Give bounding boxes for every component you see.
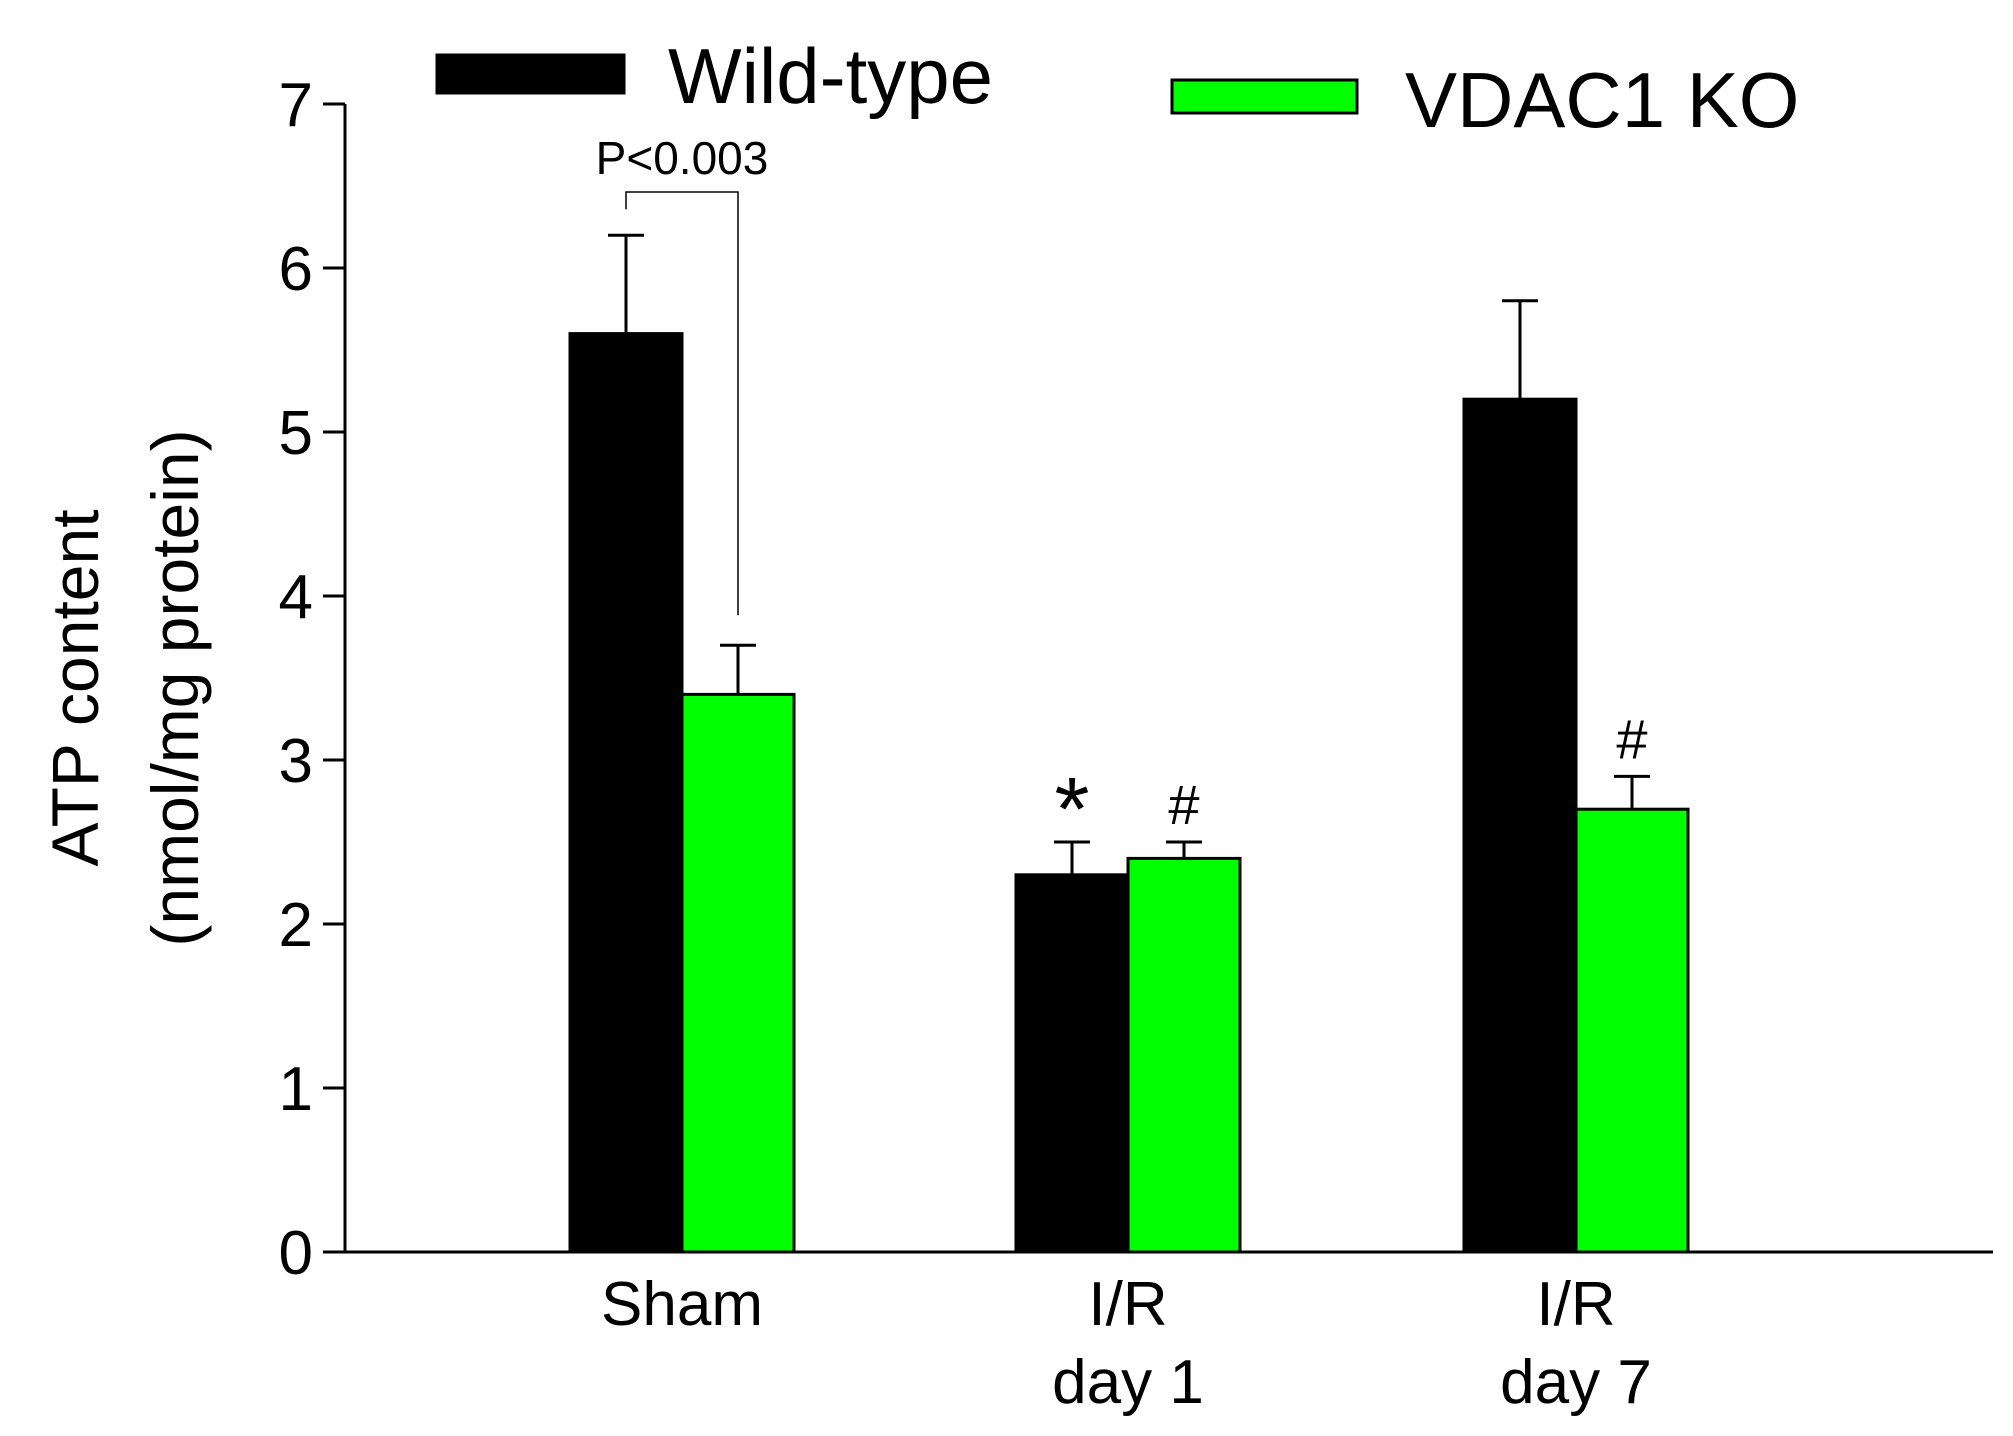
y-axis-title-line-2: (nmol/mg protein) — [138, 429, 212, 946]
p-value-bracket — [625, 191, 739, 616]
x-tick-label: I/R — [1536, 1270, 1615, 1339]
significance-markers: * # # — [1054, 707, 1647, 860]
legend-label-wild-type: Wild-type — [668, 32, 993, 120]
legend-swatch-wild-type — [435, 53, 626, 95]
bars — [568, 332, 1690, 1254]
y-axis: 0 1 2 3 4 5 6 7 — [279, 71, 347, 1288]
y-tick-label: 1 — [279, 1055, 313, 1124]
x-tick-label: Sham — [601, 1270, 763, 1339]
bar — [680, 692, 796, 1254]
y-axis-title: ATP content (nmol/mg protein) — [38, 429, 212, 946]
y-tick-label: 0 — [279, 1219, 313, 1288]
y-axis-title-line-1: ATP content — [38, 509, 112, 866]
y-tick-label: 4 — [279, 563, 313, 632]
significance-marker-hash: # — [1616, 707, 1647, 770]
bar — [1462, 397, 1578, 1254]
bar — [1574, 807, 1690, 1254]
x-tick-label: day 7 — [1500, 1348, 1652, 1417]
y-tick-label: 2 — [279, 891, 313, 960]
legend-label-vdac1-ko: VDAC1 KO — [1405, 56, 1799, 144]
p-value-label: P<0.003 — [596, 132, 769, 184]
error-bars — [608, 233, 1650, 875]
bar — [568, 332, 684, 1254]
bar — [1126, 856, 1242, 1254]
x-tick-label: day 1 — [1052, 1348, 1204, 1417]
bar — [1014, 873, 1130, 1254]
y-tick-label: 6 — [279, 235, 313, 304]
significance-marker-hash: # — [1168, 773, 1199, 836]
x-axis: Sham I/R day 1 I/R day 7 — [345, 1250, 1993, 1417]
y-tick-label: 3 — [279, 727, 313, 796]
x-tick-label: I/R — [1088, 1270, 1167, 1339]
legend: Wild-type VDAC1 KO — [435, 32, 1799, 144]
significance-marker-star: * — [1054, 760, 1089, 860]
legend-swatch-vdac1-ko — [1170, 78, 1359, 115]
annotations: P<0.003 — [596, 132, 769, 616]
y-tick-label: 7 — [279, 71, 313, 140]
y-tick-label: 5 — [279, 399, 313, 468]
